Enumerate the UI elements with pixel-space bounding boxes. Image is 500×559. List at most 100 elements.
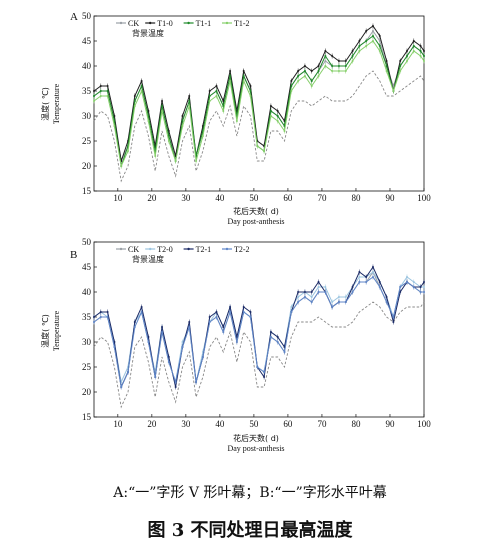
panel-a-xtick-label: 50 bbox=[249, 193, 259, 203]
figure-canvas: A 温度( ℃) Temperature 花后天数( d) Day post-a… bbox=[40, 11, 431, 453]
panel-a-xtick-label: 70 bbox=[317, 193, 327, 203]
panel-b-xtick-label: 30 bbox=[181, 419, 191, 429]
panel-a-ytick-label: 30 bbox=[82, 111, 92, 121]
panel-a-xtick-label: 80 bbox=[351, 193, 361, 203]
panel-b-point bbox=[310, 291, 313, 293]
panel-b-point bbox=[127, 371, 130, 373]
panel-a-point bbox=[106, 90, 109, 92]
panel-a-point bbox=[412, 45, 415, 47]
panel-a-point bbox=[147, 110, 150, 112]
panel-b-point bbox=[174, 386, 177, 388]
panel-b-point bbox=[419, 291, 422, 293]
panel-b-point bbox=[297, 296, 300, 298]
panel-a-point bbox=[331, 55, 334, 57]
panel-a-point bbox=[419, 55, 422, 57]
panel-b-point bbox=[385, 301, 388, 303]
panel-b-point bbox=[317, 291, 320, 293]
figure-caption: A:“一”字形 V 形叶幕；B:“一”字形水平叶幕 bbox=[113, 485, 387, 501]
panel-b-point bbox=[317, 281, 320, 283]
panel-b-point bbox=[412, 281, 415, 283]
panel-b-point bbox=[140, 306, 143, 308]
panel-a: A 温度( ℃) Temperature 花后天数( d) Day post-a… bbox=[40, 11, 431, 226]
panel-b-point bbox=[222, 331, 225, 333]
panel-a-point bbox=[249, 85, 252, 87]
panel-b-axes-frame bbox=[93, 241, 425, 418]
panel-a-point bbox=[399, 60, 402, 62]
panel-b-point bbox=[405, 276, 408, 278]
panel-a-ylabel-en: Temperature bbox=[52, 83, 61, 124]
panel-a-point bbox=[283, 130, 286, 132]
panel-a-point bbox=[235, 120, 238, 122]
panel-b-legend-marker bbox=[149, 247, 152, 251]
panel-b-point bbox=[290, 311, 293, 313]
panel-a-ytick-label: 15 bbox=[82, 186, 92, 196]
panel-a-point bbox=[371, 25, 374, 27]
panel-a-point bbox=[229, 70, 232, 72]
panel-a-point bbox=[181, 120, 184, 122]
panel-a-point bbox=[154, 155, 157, 157]
panel-a-point bbox=[269, 110, 272, 112]
panel-a-point bbox=[317, 75, 320, 77]
panel-a-point bbox=[371, 40, 374, 42]
panel-a-point bbox=[222, 100, 225, 102]
panel-b-xtick-label: 100 bbox=[417, 419, 431, 429]
panel-a-xtick-label: 60 bbox=[283, 193, 293, 203]
panel-b-point bbox=[242, 306, 245, 308]
panel-a-point bbox=[297, 70, 300, 72]
panel-a-xtick-label: 90 bbox=[385, 193, 395, 203]
panel-b-point bbox=[161, 331, 164, 333]
panel-b-point bbox=[290, 306, 293, 308]
panel-a-point bbox=[351, 60, 354, 62]
panel-a-point bbox=[113, 125, 116, 127]
panel-a-point bbox=[242, 75, 245, 77]
panel-b: B 温度( ℃) Temperature 花后天数( d) Day post-a… bbox=[40, 237, 431, 453]
panel-a-legend-marker bbox=[149, 21, 152, 25]
panel-b-point bbox=[133, 326, 136, 328]
panel-a-point bbox=[358, 50, 361, 52]
panel-a-point bbox=[324, 50, 327, 52]
panel-b-point bbox=[249, 316, 252, 318]
panel-b-point bbox=[358, 281, 361, 283]
panel-b-point bbox=[147, 336, 150, 338]
panel-b-point bbox=[215, 316, 218, 318]
panel-a-point bbox=[392, 90, 395, 92]
panel-b-point bbox=[99, 316, 102, 318]
panel-b-point bbox=[371, 266, 374, 268]
panel-a-point bbox=[378, 40, 381, 42]
panel-b-point bbox=[269, 336, 272, 338]
panel-a-point bbox=[269, 105, 272, 107]
panel-b-xtick-label: 40 bbox=[215, 419, 225, 429]
panel-b-xtick-label: 10 bbox=[113, 419, 123, 429]
panel-a-point bbox=[229, 75, 232, 77]
panel-a-point bbox=[378, 45, 381, 47]
panel-b-point bbox=[385, 296, 388, 298]
panel-b-point bbox=[310, 301, 313, 303]
panel-a-legend-label-background: 背景温度 bbox=[132, 28, 164, 38]
panel-b-point bbox=[392, 321, 395, 323]
panel-a-legend-marker bbox=[225, 21, 229, 25]
panel-a-point bbox=[215, 85, 218, 87]
panel-a-xtick-label: 40 bbox=[215, 193, 225, 203]
panel-a-legend: CK T1-0 T1-1 T1-2 背景温度 bbox=[116, 19, 250, 38]
panel-a-legend-marker bbox=[187, 21, 190, 25]
panel-b-point bbox=[113, 341, 116, 343]
panel-a-point bbox=[399, 70, 402, 72]
panel-a-point bbox=[324, 65, 327, 67]
panel-a-ytick-label: 25 bbox=[82, 136, 92, 146]
panel-a-point bbox=[188, 95, 191, 97]
panel-b-point bbox=[331, 301, 334, 303]
panel-b-point bbox=[195, 381, 198, 383]
panel-b-point bbox=[303, 296, 306, 298]
panel-b-point bbox=[351, 286, 354, 288]
panel-b-xtick-label: 90 bbox=[385, 419, 395, 429]
panel-a-point bbox=[399, 65, 402, 67]
panel-a-point bbox=[310, 80, 313, 82]
panel-a-point bbox=[263, 150, 266, 152]
panel-a-point bbox=[378, 50, 381, 52]
panel-a-point bbox=[317, 65, 320, 67]
panel-a-series-t1-2 bbox=[93, 38, 425, 169]
panel-b-point bbox=[324, 291, 327, 293]
panel-b-point bbox=[297, 301, 300, 303]
panel-b-ylabel-cn: 温度( ℃) bbox=[40, 314, 50, 348]
panel-a-point bbox=[303, 70, 306, 72]
